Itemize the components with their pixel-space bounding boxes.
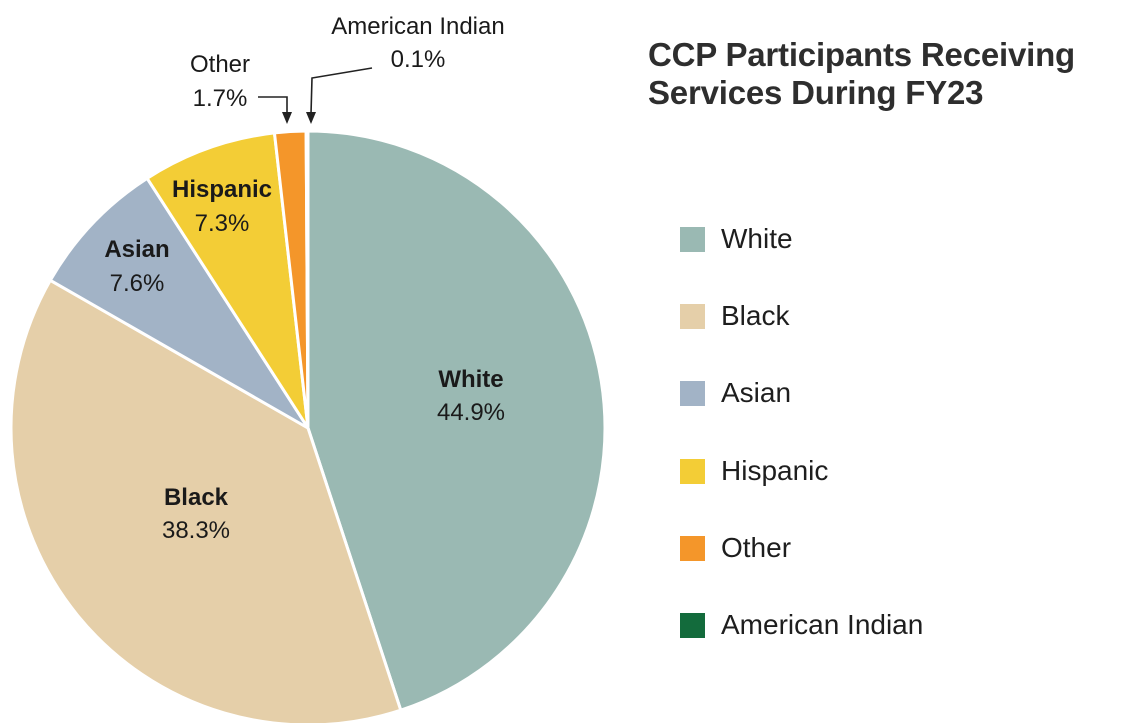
legend-item-asian: Asian [680, 372, 923, 449]
legend-swatch-american-indian [680, 612, 705, 638]
pie-slice-asian [48, 176, 310, 430]
slice-label-black-name: Black [164, 484, 229, 511]
slice-label-white-value: 44.9% [437, 399, 505, 426]
legend-label-black: Black [721, 300, 790, 332]
legend-label-asian: Asian [721, 377, 792, 409]
callout-other-leader-line [258, 96, 288, 114]
legend-label-american-indian: American Indian [721, 608, 924, 640]
chart-title-line-2: Services During FY23 [648, 74, 984, 111]
callout-other-arrowhead [282, 112, 292, 124]
pie-slice-white [306, 129, 607, 712]
legend-item-white: White [680, 218, 923, 295]
callout-other-name: Other [190, 51, 250, 78]
pie-slice-hispanic [145, 131, 310, 430]
legend-swatch-black [680, 304, 705, 330]
callout-american-indian-leader-line [310, 67, 373, 115]
pie-slice-labels: White 44.9% Black 38.3% Asian 7.6% Hispa… [104, 176, 505, 544]
pie-slices [9, 129, 607, 723]
slice-label-white-name: White [438, 366, 503, 393]
pie-slice-black [9, 278, 403, 723]
callout-american-indian-arrowhead [306, 112, 316, 124]
callout-american-indian-name: American Indian [331, 13, 504, 40]
legend-label-white: White [721, 223, 793, 254]
legend-swatch-asian [680, 381, 705, 407]
legend-swatch-white [680, 227, 705, 252]
legend-item-hispanic: Hispanic [680, 450, 923, 527]
legend-label-other: Other [721, 531, 792, 563]
chart-title: CCP Participants Receiving Services Duri… [648, 36, 1143, 112]
pie-slice-american-indian [304, 129, 310, 430]
chart-legend: White Black Asian Hispanic Other America… [680, 218, 923, 681]
legend-swatch-other [680, 535, 705, 561]
legend-label-hispanic: Hispanic [721, 454, 829, 486]
legend-item-other: Other [680, 527, 923, 604]
slice-label-hispanic-value: 7.3% [195, 210, 250, 237]
slice-label-asian-name: Asian [104, 236, 169, 263]
slice-label-hispanic-name: Hispanic [172, 176, 272, 203]
legend-swatch-hispanic [680, 458, 705, 484]
slice-label-black-value: 38.3% [162, 517, 230, 544]
callout-american-indian-value: 0.1% [391, 46, 446, 73]
legend-item-black: Black [680, 295, 923, 372]
legend-item-american-indian: American Indian [680, 604, 923, 681]
chart-title-line-1: CCP Participants Receiving [648, 36, 1076, 73]
slice-label-asian-value: 7.6% [110, 270, 165, 297]
pie-callouts: Other 1.7% American Indian 0.1% [190, 13, 505, 124]
callout-other-value: 1.7% [193, 85, 248, 112]
